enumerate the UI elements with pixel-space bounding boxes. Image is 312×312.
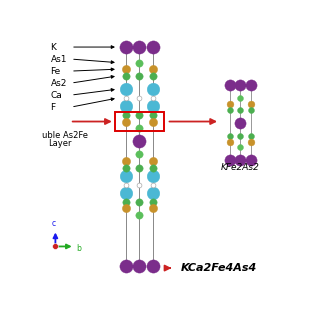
Point bbox=[238, 145, 243, 150]
Text: F: F bbox=[51, 103, 56, 112]
Text: Fe: Fe bbox=[51, 66, 61, 76]
Point bbox=[124, 199, 129, 204]
Point bbox=[124, 191, 129, 196]
Point bbox=[124, 264, 129, 269]
Point bbox=[137, 213, 142, 218]
Point bbox=[137, 60, 142, 65]
Point bbox=[150, 165, 155, 170]
Point bbox=[124, 104, 129, 109]
Point bbox=[150, 45, 155, 50]
Point bbox=[124, 119, 129, 124]
Point bbox=[227, 158, 232, 163]
Point bbox=[150, 87, 155, 92]
Point bbox=[53, 244, 58, 249]
Text: KFe2As2: KFe2As2 bbox=[221, 163, 260, 172]
Point bbox=[150, 67, 155, 72]
Point bbox=[150, 104, 155, 109]
Point bbox=[249, 158, 254, 163]
Point bbox=[238, 107, 243, 112]
Point bbox=[150, 264, 155, 269]
Point bbox=[150, 173, 155, 178]
Point bbox=[227, 134, 232, 139]
Point bbox=[249, 134, 254, 139]
Point bbox=[124, 165, 129, 170]
Point bbox=[249, 139, 254, 144]
Point bbox=[124, 112, 129, 117]
Point bbox=[137, 112, 142, 117]
Point bbox=[124, 158, 129, 163]
Text: KCa2Fe4As4: KCa2Fe4As4 bbox=[181, 263, 257, 273]
Text: As1: As1 bbox=[51, 55, 67, 64]
Text: Layer: Layer bbox=[48, 139, 72, 148]
Point bbox=[238, 83, 243, 88]
Point bbox=[238, 120, 243, 125]
Point bbox=[238, 134, 243, 139]
Point bbox=[137, 264, 142, 269]
Point bbox=[137, 95, 142, 100]
Point bbox=[137, 183, 142, 188]
Point bbox=[249, 107, 254, 112]
Point bbox=[150, 206, 155, 211]
Point bbox=[124, 173, 129, 178]
Point bbox=[124, 183, 129, 188]
Point bbox=[249, 83, 254, 88]
Text: uble As2Fe: uble As2Fe bbox=[42, 131, 88, 140]
Bar bbox=[115, 112, 164, 131]
Point bbox=[227, 107, 232, 112]
Point bbox=[137, 199, 142, 204]
Text: K: K bbox=[51, 42, 56, 51]
Point bbox=[137, 152, 142, 157]
Point bbox=[124, 206, 129, 211]
Point bbox=[227, 139, 232, 144]
Point bbox=[124, 67, 129, 72]
Point bbox=[124, 73, 129, 78]
Point bbox=[150, 183, 155, 188]
Text: c: c bbox=[51, 219, 56, 228]
Point bbox=[124, 87, 129, 92]
Point bbox=[150, 112, 155, 117]
Text: As2: As2 bbox=[51, 79, 67, 88]
Point bbox=[150, 73, 155, 78]
Text: b: b bbox=[76, 244, 81, 253]
Point bbox=[238, 95, 243, 100]
Point bbox=[150, 119, 155, 124]
Point bbox=[150, 158, 155, 163]
Point bbox=[124, 45, 129, 50]
Point bbox=[227, 101, 232, 106]
Point bbox=[238, 158, 243, 163]
Text: Ca: Ca bbox=[51, 90, 62, 100]
Point bbox=[150, 191, 155, 196]
Point bbox=[137, 45, 142, 50]
Point bbox=[137, 126, 142, 131]
Point bbox=[137, 139, 142, 144]
Point bbox=[249, 101, 254, 106]
Point bbox=[150, 95, 155, 100]
Point bbox=[137, 165, 142, 170]
Point bbox=[124, 95, 129, 100]
Point bbox=[150, 199, 155, 204]
Point bbox=[137, 73, 142, 78]
Point bbox=[227, 83, 232, 88]
